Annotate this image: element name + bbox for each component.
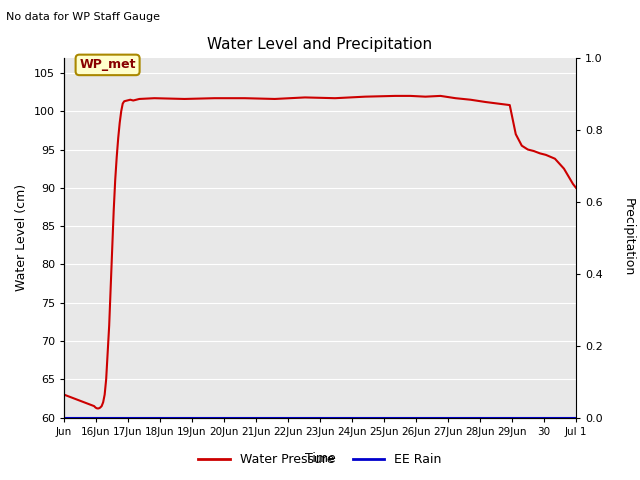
Text: WP_met: WP_met (79, 59, 136, 72)
Y-axis label: Water Level (cm): Water Level (cm) (15, 184, 28, 291)
Text: No data for WP Staff Gauge: No data for WP Staff Gauge (6, 12, 161, 22)
Text: Time: Time (305, 452, 335, 465)
Legend: Water Pressure, EE Rain: Water Pressure, EE Rain (193, 448, 447, 471)
Title: Water Level and Precipitation: Water Level and Precipitation (207, 37, 433, 52)
Y-axis label: Precipitation: Precipitation (622, 198, 636, 277)
